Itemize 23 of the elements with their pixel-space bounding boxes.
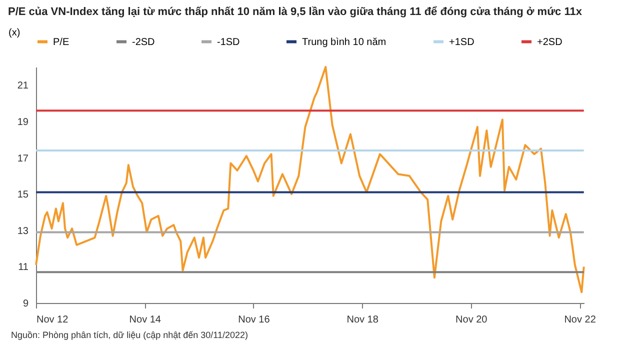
- legend-label: -1SD: [217, 36, 240, 48]
- y-tick-label: 17: [17, 153, 29, 164]
- x-tick-label: Nov 16: [238, 314, 270, 326]
- x-tick-label: Nov 18: [346, 314, 379, 326]
- text: Nguồn: Phòng phân tích, dữ liệu (cập nhật đến 30/11/2022): [11, 330, 248, 340]
- legend-label: -2SD: [132, 36, 155, 48]
- legend-label: Trung bình 10 năm: [302, 36, 386, 48]
- x-tick-label: Nov 20: [456, 314, 488, 326]
- y-axis-title: (x): [8, 28, 20, 38]
- x-tick-label: Nov 22: [564, 314, 596, 326]
- line-series: [35, 66, 585, 294]
- legend-label: P/E: [53, 36, 70, 48]
- chart-title: P/E của VN-Index tăng lại từ mức thấp nhất 10 năm là 9,5 lần vào giữa tháng 11 để đóng cửa tháng ở mức 11x: [8, 6, 583, 18]
- x-tick-label: Nov 14: [129, 314, 162, 326]
- y-tick-label: 13: [17, 226, 29, 237]
- y-tick-label: 9: [22, 298, 29, 310]
- y-tick-label: 21: [17, 80, 29, 92]
- y-tick-label: 11: [18, 262, 29, 274]
- x-tick-label: Nov 12: [36, 314, 69, 326]
- y-tick-label: 15: [17, 190, 29, 201]
- legend-label: +2SD: [537, 36, 562, 48]
- y-tick-label: 19: [17, 116, 29, 128]
- legend-label: +1SD: [449, 36, 474, 48]
